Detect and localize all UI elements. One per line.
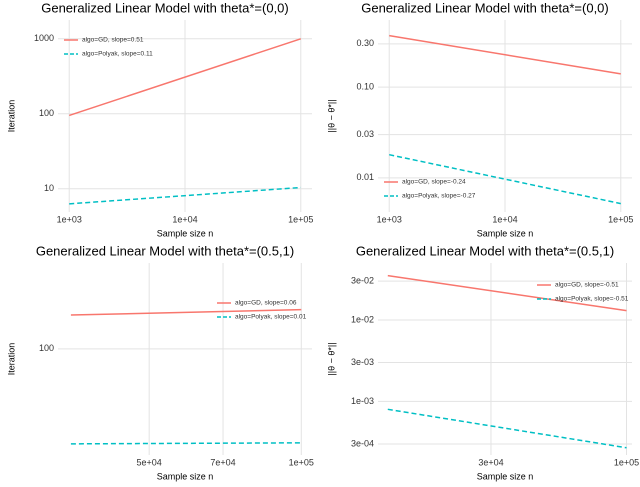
x-tick-label: 1e+04: [492, 214, 517, 224]
x-tick-label: 1e+04: [172, 214, 197, 224]
y-tick-label: 1e-03: [351, 396, 374, 406]
legend-label: algo=GD, slope=-0.51: [555, 282, 619, 289]
chart-title: Generalized Linear Model with theta*=(0.…: [356, 243, 614, 258]
series-line: [70, 442, 302, 445]
series-line: [69, 186, 301, 205]
y-axis-label: Iteration: [6, 343, 16, 376]
legend-label: algo=GD, slope=-0.24: [402, 179, 466, 186]
y-tick-label: 0.03: [356, 129, 374, 139]
x-tick-label: 1e+05: [289, 457, 314, 467]
legend-label: algo=GD, slope=0.06: [235, 300, 297, 307]
y-tick-label: 100: [39, 108, 54, 118]
x-tick-label: 7e+04: [210, 457, 235, 467]
chart-panel: Generalized Linear Model with theta*=(0.…: [6, 243, 314, 481]
y-tick-label: 1000: [34, 33, 54, 43]
chart-panel: Generalized Linear Model with theta*=(0.…: [326, 243, 639, 481]
y-axis-label: Iteration: [6, 100, 16, 133]
series-line: [387, 408, 627, 449]
chart-title: Generalized Linear Model with theta*=(0,…: [361, 0, 609, 15]
legend-label: algo=Polyak, slope=-0.27: [402, 193, 476, 200]
legend-label: algo=Polyak, slope=-0.51: [555, 296, 629, 303]
y-tick-label: 1e-02: [351, 314, 374, 324]
x-tick-label: 5e+04: [137, 457, 162, 467]
chart-panel: Generalized Linear Model with theta*=(0,…: [6, 0, 313, 238]
y-tick-label: 3e-02: [351, 275, 374, 285]
legend-label: algo=GD, slope=0.51: [82, 37, 144, 44]
series-line: [70, 308, 302, 316]
y-axis-label: ||θ − θ*||: [326, 99, 336, 132]
x-tick-label: 1e+05: [614, 457, 639, 467]
y-tick-label: 100: [39, 343, 54, 353]
x-axis-label: Sample size n: [477, 228, 534, 238]
x-tick-label: 1e+03: [377, 214, 402, 224]
x-tick-label: 1e+03: [57, 214, 82, 224]
y-tick-label: 0.10: [356, 82, 374, 92]
y-tick-label: 3e-03: [351, 357, 374, 367]
x-axis-label: Sample size n: [157, 471, 214, 481]
chart-panel: Generalized Linear Model with theta*=(0,…: [326, 0, 633, 238]
y-tick-label: 0.01: [356, 172, 374, 182]
y-tick-label: 10: [44, 183, 54, 193]
x-tick-label: 1e+05: [608, 214, 633, 224]
legend-label: algo=Polyak, slope=0.01: [235, 314, 307, 321]
y-tick-label: 3e-04: [351, 438, 374, 448]
series-line: [68, 38, 302, 117]
legend-label: algo=Polyak, slope=0.11: [82, 51, 153, 58]
series-line: [387, 274, 627, 312]
x-tick-label: 3e+04: [478, 457, 503, 467]
y-axis-label: ||θ − θ*||: [326, 342, 336, 375]
series-line: [389, 34, 621, 75]
x-tick-label: 1e+05: [288, 214, 313, 224]
chart-title: Generalized Linear Model with theta*=(0.…: [36, 243, 294, 258]
x-axis-label: Sample size n: [477, 471, 534, 481]
y-tick-label: 0.30: [356, 38, 374, 48]
x-axis-label: Sample size n: [157, 228, 214, 238]
chart-title: Generalized Linear Model with theta*=(0,…: [41, 0, 289, 15]
